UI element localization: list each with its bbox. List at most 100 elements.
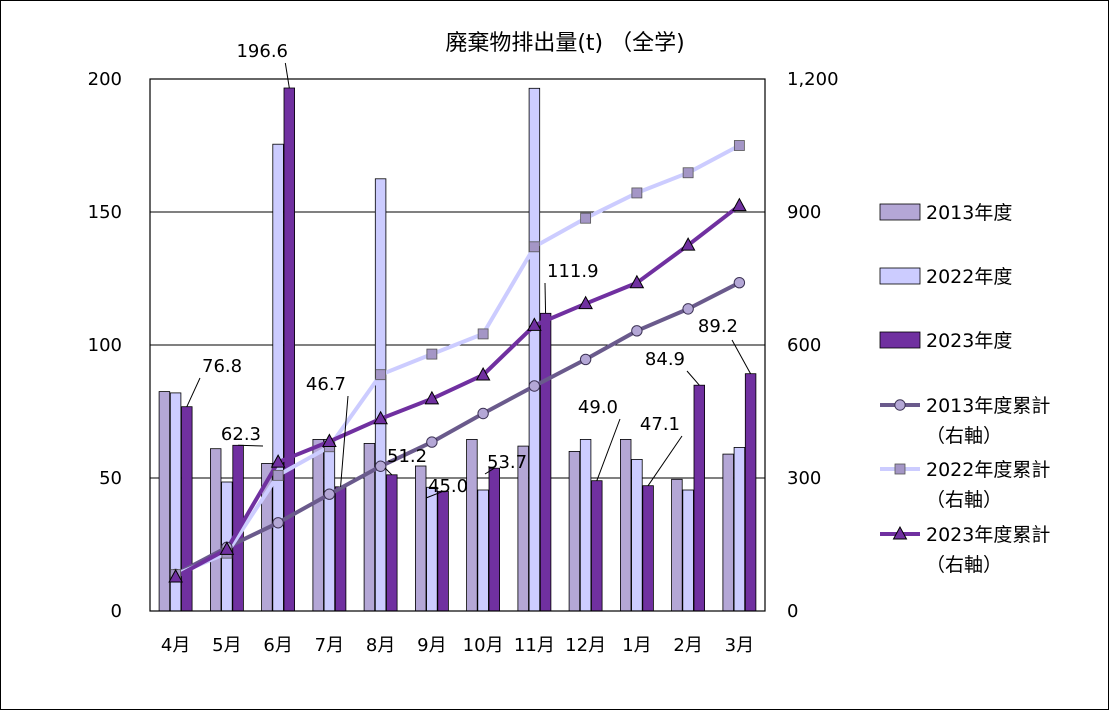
data-label-leader [596, 418, 621, 481]
left-tick-label: 50 [99, 468, 122, 489]
marker-2013年度累計-9月 [426, 436, 438, 448]
legend-marker-2022年度累計 [894, 463, 906, 475]
chart-title: 廃棄物排出量(t) （全学) [445, 31, 684, 56]
bar-2013年度-10月 [466, 438, 478, 612]
marker-2013年度累計-6月 [272, 517, 284, 529]
legend-label-sub: （右軸） [926, 489, 1002, 511]
data-label: 45.0 [428, 476, 468, 497]
data-label: 89.2 [698, 316, 738, 337]
marker-2013年度累計-8月 [374, 460, 387, 472]
plot-area-border [149, 78, 766, 612]
bar-2022年度-2月 [682, 489, 694, 612]
marker-2023年度累計-9月 [424, 390, 440, 405]
bar-2013年度-12月 [568, 450, 581, 612]
data-labels: 76.8 62.3 196.6 46.7 51.245.0 53.7 111.9 49.0 47… [186, 41, 752, 499]
marker-2023年度累計-12月 [578, 295, 593, 310]
marker-2013年度累計-1月 [631, 325, 643, 337]
data-label: 53.7 [487, 452, 527, 473]
data-label-leader [238, 444, 264, 447]
marker-2023年度累計-11月 [527, 317, 542, 331]
bar-2023年度-9月 [437, 490, 449, 612]
bar-2022年度-7月 [323, 438, 336, 612]
marker-2023年度累計-3月 [732, 197, 747, 212]
left-tick-label: 200 [88, 69, 122, 90]
bar-2022年度-8月 [374, 178, 387, 612]
bar-2023年度-11月 [539, 312, 552, 612]
marker-2023年度累計-7月 [322, 433, 337, 447]
x-tick-label: 4月 [161, 635, 190, 656]
data-label: 111.9 [547, 261, 599, 282]
marker-2022年度累計-11月 [528, 241, 540, 253]
data-label: 49.0 [578, 397, 618, 418]
data-label: 84.9 [645, 349, 685, 370]
legend-label-sub: （右軸） [926, 425, 1002, 447]
left-tick-label: 150 [88, 202, 122, 223]
x-tick-label: 10月 [463, 635, 504, 656]
cumulative-lines [168, 140, 747, 583]
bar-2013年度-5月 [209, 448, 222, 612]
x-tick-label: 6月 [263, 635, 292, 656]
data-label-leader [544, 282, 547, 314]
marker-2023年度累計-8月 [373, 410, 388, 425]
marker-2022年度累計-3月 [733, 140, 745, 151]
bar-2022年度-12月 [579, 438, 592, 612]
bar-2023年度-1月 [642, 485, 654, 612]
data-label-leader [384, 467, 393, 476]
bar-2013年度-7月 [312, 438, 324, 612]
marker-2023年度累計-10月 [475, 366, 491, 381]
x-tick-label: 5月 [212, 635, 241, 656]
marker-2022年度累計-8月 [375, 369, 387, 381]
legend-swatch-2023年度 [879, 331, 921, 349]
x-tick-label: 9月 [417, 635, 446, 656]
x-tick-label: 3月 [725, 635, 754, 656]
data-label-leader [731, 339, 752, 374]
legend-label-sub: （右軸） [926, 554, 1002, 576]
marker-2023年度累計-5月 [219, 541, 235, 555]
bar-2022年度-6月 [272, 143, 284, 612]
marker-2023年度累計-4月 [168, 568, 183, 583]
legend-label: 2013年度累計 [926, 395, 1050, 417]
legend-label: 2022年度 [926, 266, 1012, 288]
data-label-leader [686, 370, 700, 386]
axes: 0 50 100 150 200 0 300 600 900 1,200 4月 5月 6月 7月 8月 9月 1… [88, 69, 839, 656]
data-label-leader [484, 467, 495, 475]
legend-label: 2023年度累計 [926, 524, 1050, 546]
legend-swatch-2022年度 [879, 267, 921, 285]
data-label-leader [284, 62, 290, 89]
right-tick-label: 300 [787, 468, 821, 489]
left-tick-label: 0 [111, 601, 122, 622]
bar-2023年度-3月 [744, 373, 757, 612]
line-2013年度累計 [174, 280, 741, 577]
data-label-leader [186, 377, 201, 407]
bar-2022年度-3月 [733, 446, 746, 612]
data-label: 76.8 [202, 356, 242, 377]
right-tick-label: 0 [787, 601, 798, 622]
bar-2023年度-8月 [386, 474, 398, 612]
legend-marker-2013年度累計 [894, 399, 906, 411]
bar-2013年度-2月 [671, 478, 683, 612]
marker-2023年度累計-2月 [680, 237, 696, 251]
data-label: 47.1 [640, 414, 680, 435]
legend: 2013年度 2022年度 2023年度 2013年度累計 （右軸） 2022年度累計 （右… [879, 202, 1050, 576]
marker-2013年度累計-12月 [579, 353, 592, 366]
left-tick-label: 100 [88, 335, 122, 356]
marker-2013年度累計-11月 [528, 380, 541, 392]
bar-2013年度-4月 [158, 391, 171, 612]
marker-2022年度累計-6月 [272, 469, 284, 481]
data-label: 51.2 [387, 446, 427, 467]
legend-marker-2023年度累計 [892, 525, 908, 540]
bar-2023年度-12月 [591, 480, 603, 612]
marker-2022年度累計-10月 [477, 328, 489, 340]
marker-2022年度累計-2月 [682, 167, 694, 179]
right-tick-label: 900 [787, 202, 821, 223]
bar-2022年度-11月 [528, 87, 541, 612]
data-label-leader [340, 395, 349, 487]
bar-2022年度-1月 [631, 458, 643, 612]
bar-2023年度-4月 [181, 406, 193, 612]
marker-2022年度累計-1月 [631, 187, 643, 199]
x-tick-label: 8月 [366, 635, 395, 656]
data-label-leader [647, 435, 683, 486]
marker-2013年度累計-7月 [323, 488, 336, 500]
legend-label: 2013年度 [926, 202, 1012, 224]
bar-2013年度-3月 [722, 453, 734, 612]
